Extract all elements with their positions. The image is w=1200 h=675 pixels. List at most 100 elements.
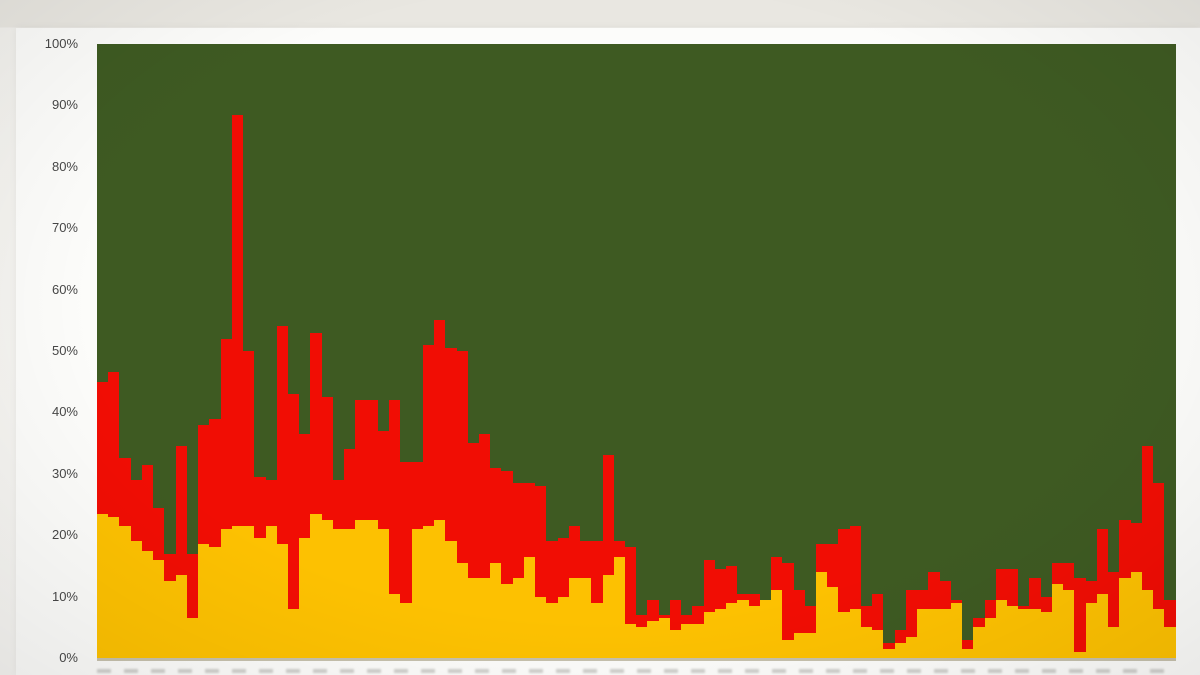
- bar-segment-red: [737, 593, 749, 600]
- bar-segment-yellow: [243, 525, 255, 658]
- bar-segment-yellow: [130, 541, 142, 658]
- bar-segment-green: [591, 44, 603, 542]
- bar-segment-green: [231, 44, 244, 115]
- stacked-bar: [344, 44, 356, 658]
- bar-segment-yellow: [737, 599, 749, 658]
- bar-segment-green: [613, 44, 626, 542]
- bar-segment-yellow: [389, 593, 401, 658]
- stacked-bar: [591, 44, 603, 658]
- bar-segment-red: [894, 630, 906, 643]
- bar-segment-yellow: [647, 621, 659, 658]
- plot-area: [97, 44, 1176, 661]
- bar-segment-green: [860, 44, 873, 606]
- bar-segment-red: [636, 615, 648, 628]
- bar-segment-yellow: [164, 581, 176, 658]
- bar-segment-red: [1006, 568, 1019, 606]
- bar-segment-green: [759, 44, 772, 600]
- bar-segment-green: [130, 44, 142, 480]
- bar-segment-red: [254, 476, 266, 539]
- bar-segment-yellow: [490, 562, 502, 658]
- bar-segment-red: [119, 458, 131, 526]
- bar-segment-green: [973, 44, 985, 619]
- stacked-bar: [625, 44, 637, 658]
- bar-segment-red: [1141, 446, 1154, 591]
- bar-segment-green: [400, 44, 412, 462]
- y-axis-tick-label: 50%: [51, 343, 78, 358]
- bar-segment-yellow: [1130, 572, 1142, 658]
- stacked-bar: [568, 44, 581, 658]
- bar-segment-green: [1029, 44, 1041, 579]
- stacked-bar: [299, 44, 311, 658]
- stacked-bar: [726, 44, 738, 658]
- bar-segment-green: [804, 44, 816, 606]
- stacked-bar: [141, 44, 154, 658]
- bar-segment-red: [1153, 483, 1165, 609]
- bar-segment-green: [636, 44, 648, 616]
- bar-segment-yellow: [108, 516, 120, 658]
- bar-segment-green: [108, 44, 120, 373]
- bar-segment-red: [860, 605, 873, 628]
- bar-segment-red: [434, 320, 446, 520]
- bar-segment-red: [928, 572, 940, 609]
- bar-segment-yellow: [467, 578, 479, 658]
- bar-segment-yellow: [917, 608, 929, 658]
- bar-segment-red: [602, 455, 614, 576]
- stacked-bar: [995, 44, 1007, 658]
- bar-segment-red: [523, 483, 536, 557]
- bar-segment-green: [838, 44, 850, 530]
- bar-segment-green: [164, 44, 176, 554]
- stacked-bar: [1119, 44, 1131, 658]
- stacked-bar: [973, 44, 985, 658]
- y-axis-tick-label: 40%: [51, 404, 78, 420]
- stacked-bar: [321, 44, 333, 658]
- bar-segment-red: [872, 593, 884, 631]
- bar-segment-green: [816, 44, 828, 545]
- bar-segment-yellow: [872, 630, 884, 658]
- bar-segment-green: [602, 44, 614, 456]
- bar-segment-green: [478, 44, 491, 434]
- bar-segment-green: [1006, 44, 1019, 569]
- bar-segment-red: [265, 479, 277, 526]
- bar-segment-red: [490, 467, 502, 563]
- bar-segment-red: [1018, 605, 1030, 609]
- y-axis-tick-label: 30%: [51, 465, 78, 481]
- bar-segment-red: [917, 590, 929, 609]
- bar-segment-green: [332, 44, 345, 480]
- bar-segment-green: [287, 44, 300, 394]
- stacked-bar: [400, 44, 412, 658]
- bar-segment-red: [332, 479, 345, 530]
- bar-segment-green: [737, 44, 749, 594]
- stacked-bar: [759, 44, 772, 658]
- bar-segment-red: [456, 351, 468, 563]
- bar-segment-yellow: [1018, 608, 1030, 658]
- stacked-bar: [793, 44, 805, 658]
- bar-segment-yellow: [1141, 590, 1154, 658]
- bar-segment-yellow: [175, 575, 187, 658]
- stacked-bar: [97, 44, 109, 658]
- bar-segment-green: [1085, 44, 1097, 582]
- bar-segment-yellow: [939, 608, 951, 658]
- bar-segment-yellow: [905, 636, 918, 658]
- stacked-bar: [265, 44, 277, 658]
- bar-segment-green: [141, 44, 154, 465]
- bar-segment-red: [546, 541, 558, 603]
- bar-segment-green: [905, 44, 918, 591]
- bar-segment-yellow: [838, 611, 850, 658]
- bar-segment-yellow: [321, 519, 333, 658]
- bar-segment-red: [984, 599, 996, 619]
- bar-segment-yellow: [501, 584, 513, 658]
- bar-segment-green: [97, 44, 109, 382]
- stacked-bar: [209, 44, 221, 658]
- bar-segment-red: [287, 393, 300, 609]
- bar-segment-green: [658, 44, 670, 616]
- bar-segment-yellow: [97, 513, 109, 658]
- bar-segment-green: [703, 44, 715, 560]
- bar-segment-green: [310, 44, 322, 333]
- y-axis-tick-label: 60%: [51, 281, 78, 297]
- bar-segment-yellow: [299, 538, 311, 658]
- bar-segment-green: [568, 44, 581, 526]
- bar-segment-red: [321, 397, 333, 520]
- stacked-bar: [153, 44, 165, 658]
- bar-segment-red: [703, 559, 715, 612]
- bar-segment-green: [849, 44, 861, 526]
